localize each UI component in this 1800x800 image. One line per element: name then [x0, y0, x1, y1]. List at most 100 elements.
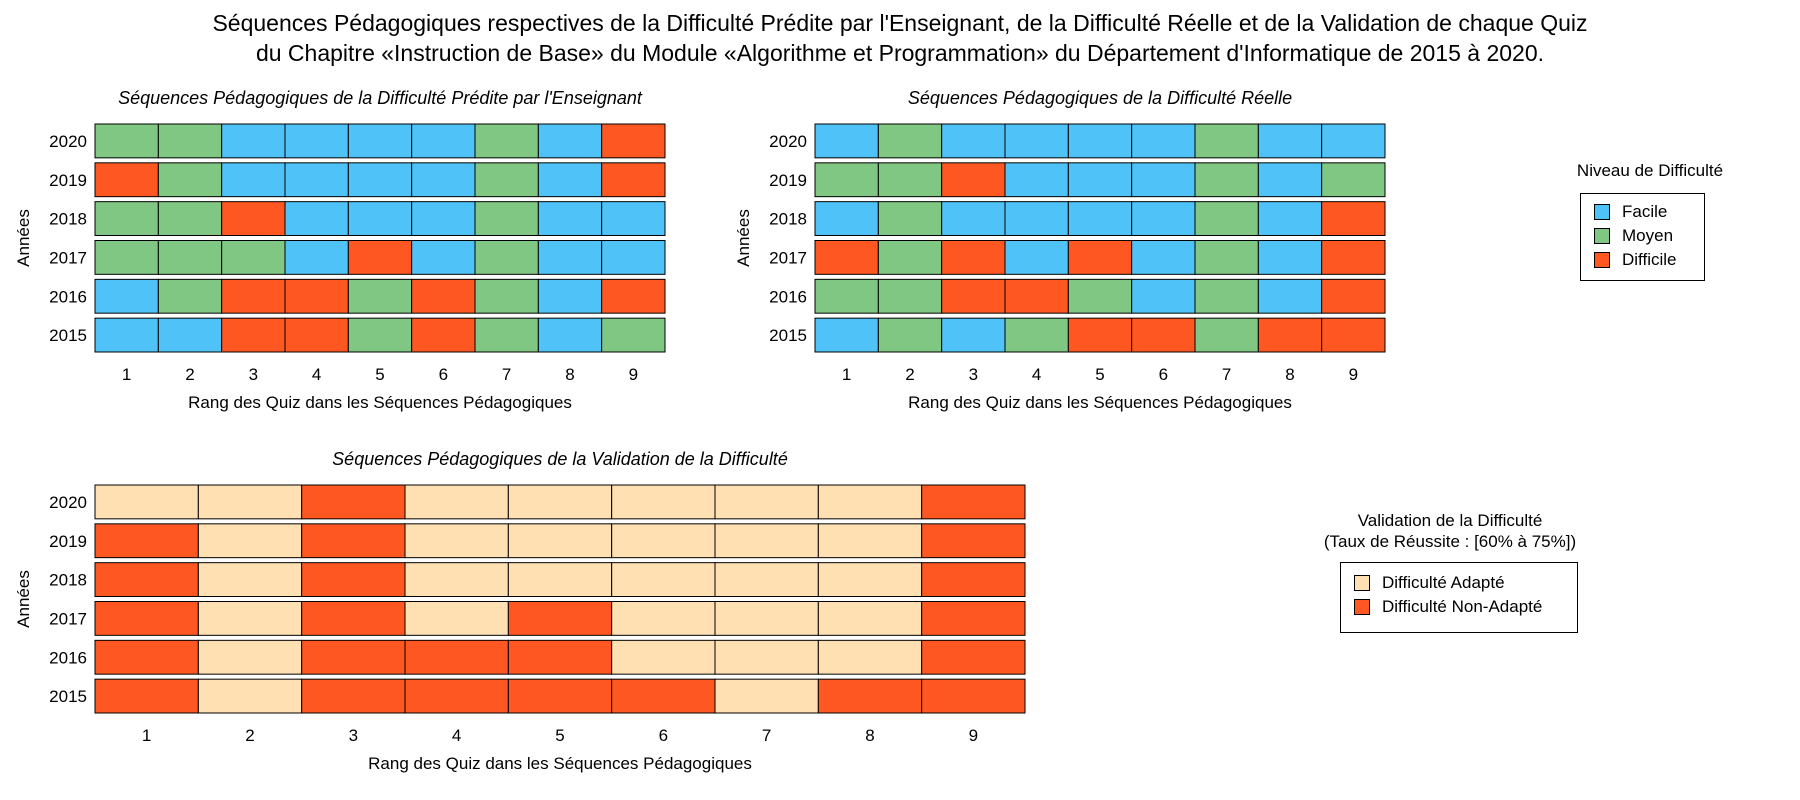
legend-label-moyen: Moyen — [1622, 226, 1674, 245]
heatmap-cell — [921, 639, 1026, 675]
y-tick-label: 2020 — [49, 493, 87, 512]
heatmap-cell — [301, 484, 406, 520]
heatmap-cell — [714, 601, 819, 636]
heatmap-cell — [1004, 123, 1069, 159]
x-tick-label: 4 — [1032, 365, 1041, 384]
heatmap-cell — [347, 317, 413, 353]
heatmap-cell — [611, 484, 716, 520]
heatmap-cell — [1131, 162, 1196, 198]
y-tick-label: 2018 — [49, 571, 87, 590]
legend-swatch-non-adapte — [1354, 599, 1370, 615]
heatmap-cell — [507, 639, 613, 675]
heatmap-cell — [157, 278, 223, 314]
x-tick-label: 4 — [312, 365, 321, 384]
legend-swatch-difficile — [1594, 252, 1610, 268]
legend-difficulty-title: Niveau de Difficulté — [1576, 161, 1724, 180]
heatmap-cell — [157, 162, 223, 198]
heatmap-cell — [921, 601, 1026, 636]
panel-title: Séquences Pédagogiques de la Difficulté … — [908, 88, 1292, 108]
heatmap-cell — [284, 278, 349, 314]
y-axis-label: Années — [734, 209, 753, 267]
heatmap-cell — [1067, 162, 1133, 198]
heatmap-cell — [1321, 317, 1386, 353]
heatmap-cell — [157, 123, 223, 159]
heatmap-cell — [507, 523, 613, 559]
heatmap-cell — [301, 601, 406, 636]
x-tick-label: 2 — [185, 365, 194, 384]
heatmap-cell — [197, 562, 303, 598]
heatmap-cell — [1067, 317, 1133, 353]
heatmap-cell — [94, 562, 199, 598]
heatmap-cell — [537, 317, 603, 353]
heatmap-cell — [1067, 123, 1133, 159]
heatmap-cell — [404, 639, 509, 675]
heatmap-cell — [941, 123, 1006, 159]
heatmap-cell — [94, 123, 159, 159]
x-tick-label: 4 — [452, 726, 461, 745]
heatmap-cell — [94, 317, 159, 353]
heatmap-cell — [611, 678, 716, 714]
heatmap-cell — [507, 562, 613, 598]
heatmap-cell — [921, 484, 1026, 520]
heatmap-cell — [411, 240, 476, 275]
legend-label-non-adapte: Difficulté Non-Adapté — [1382, 597, 1543, 616]
heatmap-cell — [474, 123, 539, 159]
heatmap-cell — [1004, 240, 1069, 275]
legend-swatch-moyen — [1594, 228, 1610, 244]
heatmap-cell — [877, 123, 943, 159]
legend-item-moyen: Moyen — [1594, 226, 1673, 246]
heatmap-cell — [157, 201, 223, 237]
heatmap-cell — [601, 317, 666, 353]
x-tick-label: 8 — [565, 365, 574, 384]
x-tick-label: 6 — [659, 726, 668, 745]
heatmap-cell — [474, 240, 539, 275]
heatmap-cell — [404, 523, 509, 559]
y-tick-label: 2018 — [49, 210, 87, 229]
y-tick-label: 2015 — [49, 326, 87, 345]
heatmap-cell — [507, 678, 613, 714]
y-tick-label: 2018 — [769, 210, 807, 229]
heatmap-cell — [537, 123, 603, 159]
heatmap-cell — [1194, 240, 1259, 275]
heatmap-cell — [1257, 123, 1323, 159]
heatmap-cell — [1321, 278, 1386, 314]
legend-validation-title: Validation de la Difficulté (Taux de Réu… — [1290, 510, 1610, 552]
legend-difficulty-box: Facile Moyen Difficile — [1580, 193, 1705, 281]
heatmap-cell — [941, 162, 1006, 198]
x-tick-label: 5 — [375, 365, 384, 384]
heatmap-cell — [714, 484, 819, 520]
legend-label-difficile: Difficile — [1622, 250, 1677, 269]
heatmap-cell — [411, 317, 476, 353]
heatmap-cell — [221, 240, 286, 275]
heatmap-cell — [221, 201, 286, 237]
y-tick-label: 2020 — [769, 132, 807, 151]
heatmap-panel-1: Séquences Pédagogiques de la Difficulté … — [14, 88, 666, 412]
heatmap-cell — [1004, 201, 1069, 237]
legend-item-difficile: Difficile — [1594, 250, 1676, 270]
x-tick-label: 1 — [122, 365, 131, 384]
x-tick-label: 7 — [762, 726, 771, 745]
legend-swatch-facile — [1594, 204, 1610, 220]
y-tick-label: 2015 — [769, 326, 807, 345]
heatmap-cell — [877, 162, 943, 198]
heatmap-cell — [411, 123, 476, 159]
x-tick-label: 6 — [439, 365, 448, 384]
heatmap-cell — [814, 278, 879, 314]
heatmap-cell — [1321, 162, 1386, 198]
heatmap-cell — [474, 201, 539, 237]
x-axis-label: Rang des Quiz dans les Séquences Pédagog… — [368, 754, 752, 773]
heatmap-cell — [714, 639, 819, 675]
heatmap-cell — [1067, 240, 1133, 275]
heatmap-cell — [1004, 162, 1069, 198]
heatmap-cell — [817, 601, 923, 636]
heatmap-cell — [714, 523, 819, 559]
heatmap-cell — [197, 601, 303, 636]
heatmap-cell — [507, 484, 613, 520]
heatmap-cell — [474, 278, 539, 314]
heatmap-cell — [284, 123, 349, 159]
legend-validation-title-line-1: Validation de la Difficulté — [1357, 511, 1543, 530]
heatmap-cell — [94, 523, 199, 559]
heatmap-cell — [157, 317, 223, 353]
legend-item-adapte: Difficulté Adapté — [1354, 573, 1505, 593]
